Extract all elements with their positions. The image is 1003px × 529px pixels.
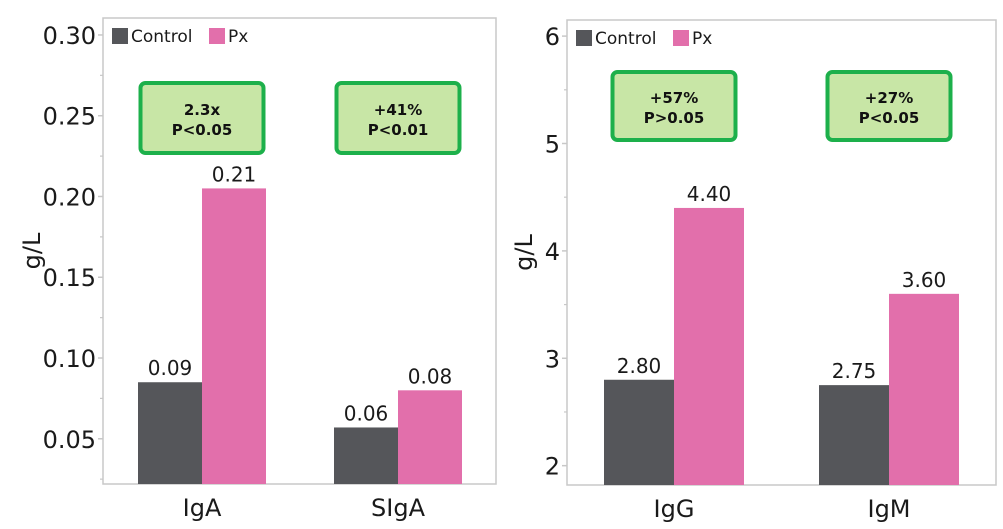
legend-swatch-control <box>576 30 592 46</box>
y-tick-label: 0.15 <box>43 264 96 292</box>
bar-px-igg <box>674 207 744 485</box>
legend-swatch-control <box>112 28 128 44</box>
bar-control-iga <box>138 382 202 484</box>
annotation-pvalue: P<0.05 <box>859 109 920 127</box>
legend-label-control: Control <box>131 27 192 47</box>
bar-px-iga <box>202 188 266 485</box>
data-label: 0.09 <box>148 356 193 380</box>
annotation-effect: +57% <box>650 89 698 107</box>
bar-control-igg <box>604 379 674 485</box>
bar-px-igm <box>889 293 959 485</box>
category-label: IgM <box>867 495 910 523</box>
annotation-effect: +41% <box>374 101 422 119</box>
significance-annotation: +27% P<0.05 <box>825 70 953 142</box>
category-label: SIgA <box>371 494 426 522</box>
annotation-box <box>610 70 738 142</box>
legend-swatch-px <box>673 30 689 46</box>
annotation-effect: +27% <box>865 89 913 107</box>
data-label: 2.75 <box>832 359 877 383</box>
y-tick-label: 0.10 <box>43 345 96 373</box>
legend-swatch-px <box>209 28 225 44</box>
chart-panel-2: 2 3 4 5 6 g/L 2.80 4.40 IgG +57% P>0.05 2.75 3.60 IgM… <box>510 19 997 523</box>
legend-label-control: Control <box>595 29 656 49</box>
data-label: 0.08 <box>408 364 453 388</box>
annotation-box <box>825 70 953 142</box>
category-label: IgA <box>183 494 222 522</box>
annotation-pvalue: P>0.05 <box>644 109 705 127</box>
annotation-pvalue: P<0.05 <box>172 121 233 139</box>
y-axis-label: g/L <box>510 234 538 271</box>
y-tick-label: 0.30 <box>43 22 96 50</box>
significance-annotation: 2.3x P<0.05 <box>138 81 266 155</box>
annotation-effect: 2.3x <box>184 101 221 119</box>
legend: Control Px <box>576 29 712 49</box>
annotation-box <box>334 81 462 155</box>
significance-annotation: +57% P>0.05 <box>610 70 738 142</box>
legend: Control Px <box>112 27 248 47</box>
data-label: 3.60 <box>902 268 947 292</box>
data-label: 0.21 <box>212 162 257 186</box>
y-tick-label: 2 <box>545 453 560 481</box>
data-label: 0.06 <box>344 401 389 425</box>
chart-panel-1: 0.05 0.10 0.15 0.20 0.25 0.30 g/L 0.09 0.21 IgA 2.… <box>18 17 497 522</box>
legend-label-px: Px <box>228 27 248 47</box>
bar-px-siga <box>398 390 462 484</box>
data-label: 2.80 <box>617 354 662 378</box>
y-tick-label: 0.25 <box>43 103 96 131</box>
annotation-box <box>138 81 266 155</box>
category-label: IgG <box>654 495 695 523</box>
y-tick-label: 3 <box>545 345 560 373</box>
bar-control-siga <box>334 427 398 484</box>
y-tick-label: 0.20 <box>43 183 96 211</box>
bar-control-igm <box>819 385 889 485</box>
y-tick-label: 6 <box>545 23 560 51</box>
legend-label-px: Px <box>692 29 712 49</box>
significance-annotation: +41% P<0.01 <box>334 81 462 155</box>
data-label: 4.40 <box>687 182 732 206</box>
annotation-pvalue: P<0.01 <box>368 121 429 139</box>
y-axis-label: g/L <box>18 232 46 269</box>
y-tick-label: 0.05 <box>43 426 96 454</box>
y-tick-label: 4 <box>545 238 560 266</box>
y-tick-label: 5 <box>545 130 560 158</box>
